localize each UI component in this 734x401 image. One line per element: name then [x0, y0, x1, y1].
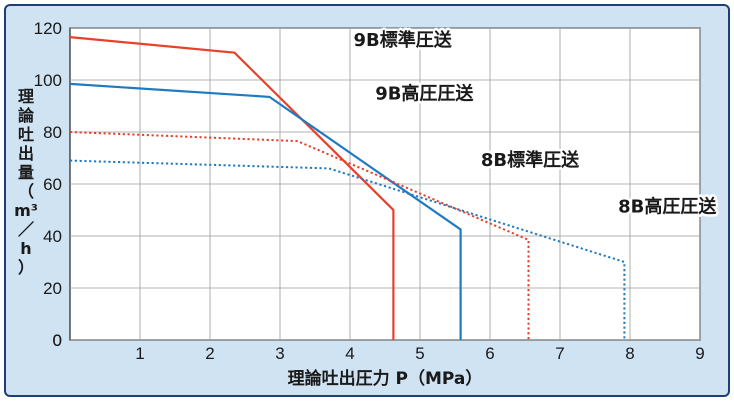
- series-label-halo: 8B高圧圧送: [618, 196, 717, 218]
- series-labels: 9B標準圧送9B標準圧送9B高圧圧送9B高圧圧送8B標準圧送8B標準圧送8B高圧…: [351, 27, 720, 220]
- series-label-halo: 9B標準圧送: [354, 29, 453, 51]
- x-axis-label: 理論吐出圧力 P（MPa）: [288, 368, 483, 389]
- y-tick-label: 20: [43, 279, 62, 298]
- y-label-char: 論: [18, 106, 35, 125]
- series-line-1: [69, 36, 395, 340]
- x-tick-label: 8: [625, 344, 634, 363]
- y-tick-label: 60: [43, 175, 62, 194]
- y-tick-label: 100: [34, 71, 62, 90]
- y-label-char: 理: [18, 87, 34, 106]
- x-tick-label: 6: [485, 344, 494, 363]
- y-tick-label: 0: [53, 331, 62, 350]
- x-tick-label: 1: [135, 344, 144, 363]
- y-tick-label: 40: [43, 227, 62, 246]
- y-tick-label: 80: [43, 123, 62, 142]
- y-label-char: ／: [18, 220, 34, 239]
- x-tick-label: 3: [275, 344, 284, 363]
- y-label-char: h: [20, 239, 31, 258]
- x-origin-label: 0: [53, 331, 62, 350]
- series-label-halo: 8B標準圧送: [481, 149, 580, 171]
- series-line-4: [69, 159, 626, 340]
- series-label-3: 8B標準圧送: [481, 149, 580, 171]
- y-label-char: 出: [18, 144, 34, 163]
- y-label-char: 吐: [18, 125, 34, 144]
- x-tick-label: 7: [555, 344, 564, 363]
- series-line-2: [69, 82, 462, 340]
- x-tick-label: 2: [205, 344, 214, 363]
- y-label-char: 量: [18, 163, 34, 182]
- series-lines: [69, 36, 626, 340]
- y-label-char: （: [18, 182, 34, 201]
- x-tick-label: 5: [415, 344, 424, 363]
- series-label-1: 9B標準圧送: [354, 29, 453, 51]
- x-tick-label: 9: [695, 344, 704, 363]
- y-label-char: m³: [14, 201, 38, 220]
- tick-labels: 0 20 40 60 80 100 120 1 2 3 4 5 6 7 8 9: [34, 19, 705, 363]
- x-tick-label: 4: [345, 344, 354, 363]
- y-label-char: ）: [18, 258, 34, 277]
- gridlines: [70, 27, 701, 341]
- series-label-4: 8B高圧圧送: [618, 196, 717, 218]
- series-line-3: [69, 131, 530, 340]
- series-label-halo: 9B高圧圧送: [375, 83, 474, 105]
- y-tick-label: 120: [34, 19, 62, 38]
- series-label-2: 9B高圧圧送: [375, 83, 474, 105]
